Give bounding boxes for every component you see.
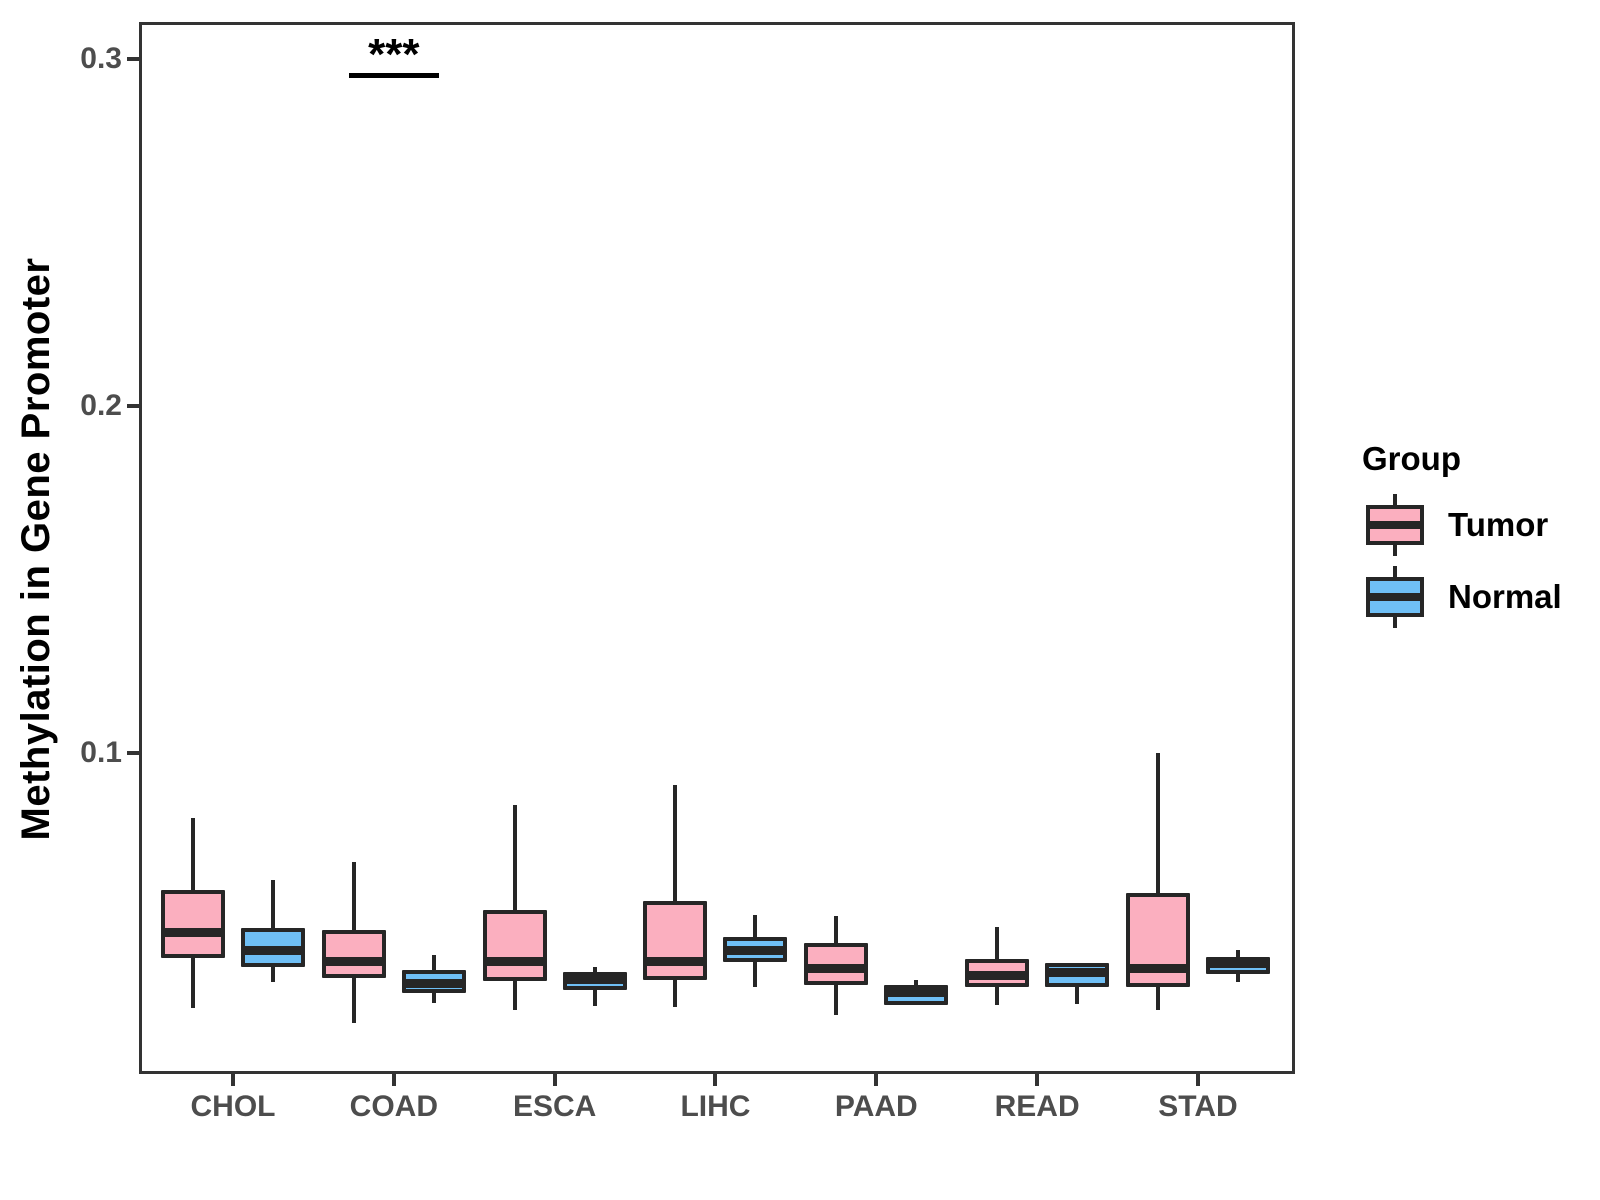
legend-item-normal: Normal	[1366, 566, 1600, 628]
x-axis-tick-COAD	[391, 1073, 396, 1086]
median-tumor-STAD	[1125, 963, 1190, 973]
y-axis-tick-0.1	[127, 751, 140, 755]
median-normal-LIHC	[723, 945, 788, 955]
tumor-boxplot-key-icon	[1366, 494, 1424, 556]
whisker-tumor-ESCA	[512, 805, 517, 1011]
y-axis-tick-label-0.2: 0.2	[80, 389, 122, 422]
x-axis-label-COAD: COAD	[349, 1090, 438, 1123]
median-normal-ESCA	[562, 975, 627, 985]
median-tumor-READ	[965, 970, 1030, 980]
x-axis-tick-PAAD	[874, 1073, 879, 1086]
legend-label-tumor: Tumor	[1448, 506, 1549, 543]
x-axis-label-LIHC: LIHC	[680, 1090, 751, 1123]
median-tumor-PAAD	[804, 964, 869, 974]
legend-label-normal: Normal	[1448, 578, 1562, 615]
median-tumor-COAD	[321, 957, 386, 967]
x-axis-label-STAD: STAD	[1158, 1090, 1238, 1123]
significance-stars-COAD: ***	[368, 29, 420, 79]
median-tumor-CHOL	[161, 927, 225, 937]
x-axis-label-ESCA: ESCA	[512, 1090, 597, 1123]
normal-boxplot-key-icon	[1366, 566, 1424, 628]
y-axis-title: Methylation in Gene Promoter	[14, 257, 58, 841]
box-tumor-LIHC	[643, 901, 708, 980]
legend: Group Tumor Normal	[1330, 440, 1600, 638]
y-axis-tick-label-0.1: 0.1	[80, 736, 122, 769]
box-tumor-COAD	[321, 929, 386, 978]
y-axis-tick-0.2	[127, 404, 140, 408]
whisker-tumor-STAD	[1155, 753, 1160, 1011]
whisker-tumor-LIHC	[673, 784, 678, 1007]
x-axis-tick-LIHC	[713, 1073, 718, 1086]
legend-item-tumor: Tumor	[1366, 494, 1600, 556]
median-tumor-LIHC	[643, 957, 708, 967]
x-axis-label-CHOL: CHOL	[190, 1090, 276, 1123]
x-axis-label-PAAD: PAAD	[834, 1090, 918, 1123]
box-tumor-ESCA	[482, 909, 547, 981]
x-axis-tick-STAD	[1195, 1073, 1200, 1086]
y-axis-tick-label-0.3: 0.3	[80, 42, 122, 75]
x-axis-label-READ: READ	[994, 1090, 1080, 1123]
key-median	[1366, 521, 1424, 529]
median-normal-READ	[1045, 967, 1110, 977]
legend-title: Group	[1362, 440, 1461, 477]
box-tumor-CHOL	[161, 890, 225, 959]
x-axis-tick-CHOL	[231, 1073, 235, 1086]
panel-border	[139, 22, 1295, 1074]
y-axis-tick-0.3	[127, 57, 140, 61]
median-normal-CHOL	[241, 945, 305, 955]
key-median	[1366, 593, 1424, 601]
significance-line-COAD	[348, 72, 439, 78]
median-normal-STAD	[1205, 959, 1270, 969]
x-axis-tick-ESCA	[552, 1073, 557, 1086]
box-tumor-PAAD	[804, 943, 869, 985]
median-normal-PAAD	[884, 987, 949, 997]
median-normal-COAD	[401, 978, 466, 988]
median-tumor-ESCA	[482, 957, 547, 967]
x-axis-tick-READ	[1035, 1073, 1040, 1086]
